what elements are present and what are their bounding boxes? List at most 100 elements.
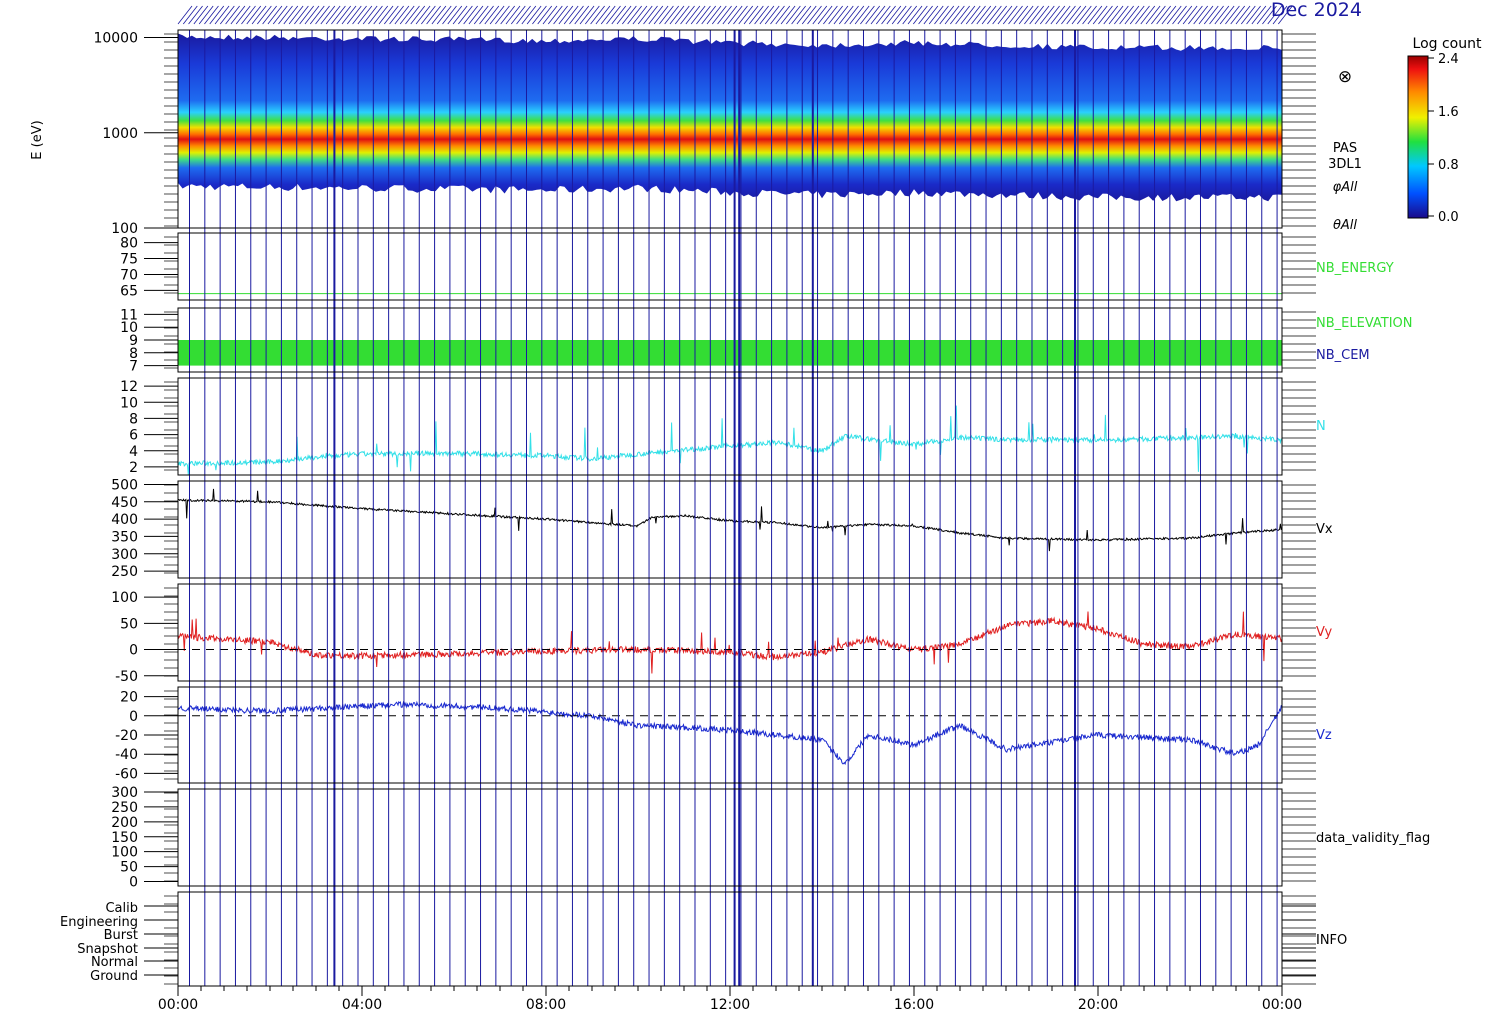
x-tick-label: 08:00 xyxy=(526,997,566,1013)
date-header: Dec 2024 xyxy=(1271,0,1362,21)
header-hatch xyxy=(1188,5,1203,25)
header-hatch xyxy=(955,5,970,25)
label-vz: Vz xyxy=(1316,728,1332,743)
x-tick-label: 04:00 xyxy=(342,997,382,1013)
y-tick-label: 8 xyxy=(129,411,138,427)
header-hatch xyxy=(812,5,828,25)
header-hatch xyxy=(209,5,225,25)
info-row-label: Snapshot xyxy=(77,942,138,957)
header-hatch xyxy=(828,5,843,25)
header-hatch xyxy=(405,5,420,25)
y-tick-label: 400 xyxy=(111,512,138,528)
spectrogram-band xyxy=(178,33,1282,202)
header-hatch xyxy=(336,5,352,25)
label-validity: data_validity_flag xyxy=(1316,831,1430,846)
header-hatch xyxy=(1119,5,1134,25)
header-hatch xyxy=(711,5,727,25)
header-hatch xyxy=(241,5,256,25)
y-tick-label: 150 xyxy=(111,830,138,846)
header-hatch xyxy=(659,5,674,25)
header-hatch xyxy=(415,5,431,25)
header-hatch xyxy=(616,5,632,25)
header-hatch xyxy=(368,5,383,25)
series-layer xyxy=(178,293,1282,766)
header-hatch xyxy=(902,5,918,25)
header-hatch xyxy=(1034,5,1050,25)
axis-ticks xyxy=(144,33,1316,996)
y-tick-label: 10 xyxy=(120,320,138,336)
header-hatch xyxy=(235,5,251,25)
header-hatch xyxy=(1156,5,1171,25)
header-hatch xyxy=(1076,5,1092,25)
header-hatch xyxy=(1278,5,1293,25)
header-hatch xyxy=(463,5,478,25)
header-hatch xyxy=(934,5,949,25)
header-hatch xyxy=(632,5,648,25)
header-hatch xyxy=(849,5,865,25)
header-hatch xyxy=(1018,5,1034,25)
header-hatch xyxy=(547,5,563,25)
header-hatch xyxy=(1235,5,1251,25)
header-hatch xyxy=(220,5,235,25)
header-hatch xyxy=(854,5,870,25)
colorbar-title: Log count xyxy=(1413,36,1482,52)
header-hatch xyxy=(399,5,415,25)
header-hatch xyxy=(1256,5,1272,25)
header-hatch xyxy=(542,5,558,25)
header-hatch xyxy=(1050,5,1066,25)
header-hatch xyxy=(563,5,579,25)
header-hatch xyxy=(764,5,780,25)
header-hatch xyxy=(844,5,859,25)
x-tick-label: 00:00 xyxy=(1262,997,1302,1013)
x-tick-label: 12:00 xyxy=(710,997,750,1013)
header-hatch xyxy=(331,5,346,25)
header-hatch xyxy=(600,5,616,25)
header-hatch xyxy=(553,5,568,25)
panel-frame xyxy=(177,788,1283,887)
y-tick-label: 250 xyxy=(111,564,138,580)
header-hatch xyxy=(738,5,754,25)
y-tick-label: -40 xyxy=(115,747,138,763)
header-hatch xyxy=(733,5,748,25)
info-row-label: Engineering xyxy=(60,915,138,930)
n-density-line xyxy=(178,405,1282,475)
header-hatch xyxy=(272,5,288,25)
header-hatch xyxy=(1246,5,1261,25)
header-hatch xyxy=(950,5,965,25)
header-hatch xyxy=(1098,5,1113,25)
pas-side-label-theta: θAll xyxy=(1333,218,1357,233)
header-hatch xyxy=(532,5,547,25)
header-hatch xyxy=(299,5,314,25)
header-hatch xyxy=(786,5,801,25)
header-hatch xyxy=(881,5,896,25)
header-hatch xyxy=(1008,5,1023,25)
pas-side-label-instrument: PAS xyxy=(1333,141,1357,156)
header-hatch xyxy=(1061,5,1076,25)
header-hatch xyxy=(1251,5,1267,25)
header-hatch xyxy=(1024,5,1039,25)
y-tick-label: 80 xyxy=(120,236,138,252)
vy-line xyxy=(178,611,1282,674)
info-row-label: Calib xyxy=(105,901,138,916)
y-tick-label: 6 xyxy=(129,428,138,444)
header-hatch xyxy=(1145,5,1161,25)
header-hatch xyxy=(944,5,960,25)
header-hatch xyxy=(897,5,912,25)
y-tick-label: 350 xyxy=(111,529,138,545)
header-hatch xyxy=(177,5,193,25)
header-hatch xyxy=(1272,5,1288,25)
pas-spectrogram xyxy=(178,33,1282,202)
header-hatch xyxy=(521,5,537,25)
header-hatch xyxy=(1045,5,1060,25)
label-vx: Vx xyxy=(1316,522,1333,537)
header-hatch xyxy=(976,5,992,25)
header-hatch xyxy=(378,5,394,25)
header-hatch xyxy=(452,5,468,25)
header-hatch xyxy=(780,5,796,25)
y-tick-label: 4 xyxy=(129,444,138,460)
y-tick-label: 11 xyxy=(120,307,138,323)
header-hatch xyxy=(960,5,976,25)
header-hatch xyxy=(997,5,1013,25)
header-hatch xyxy=(1151,5,1166,25)
